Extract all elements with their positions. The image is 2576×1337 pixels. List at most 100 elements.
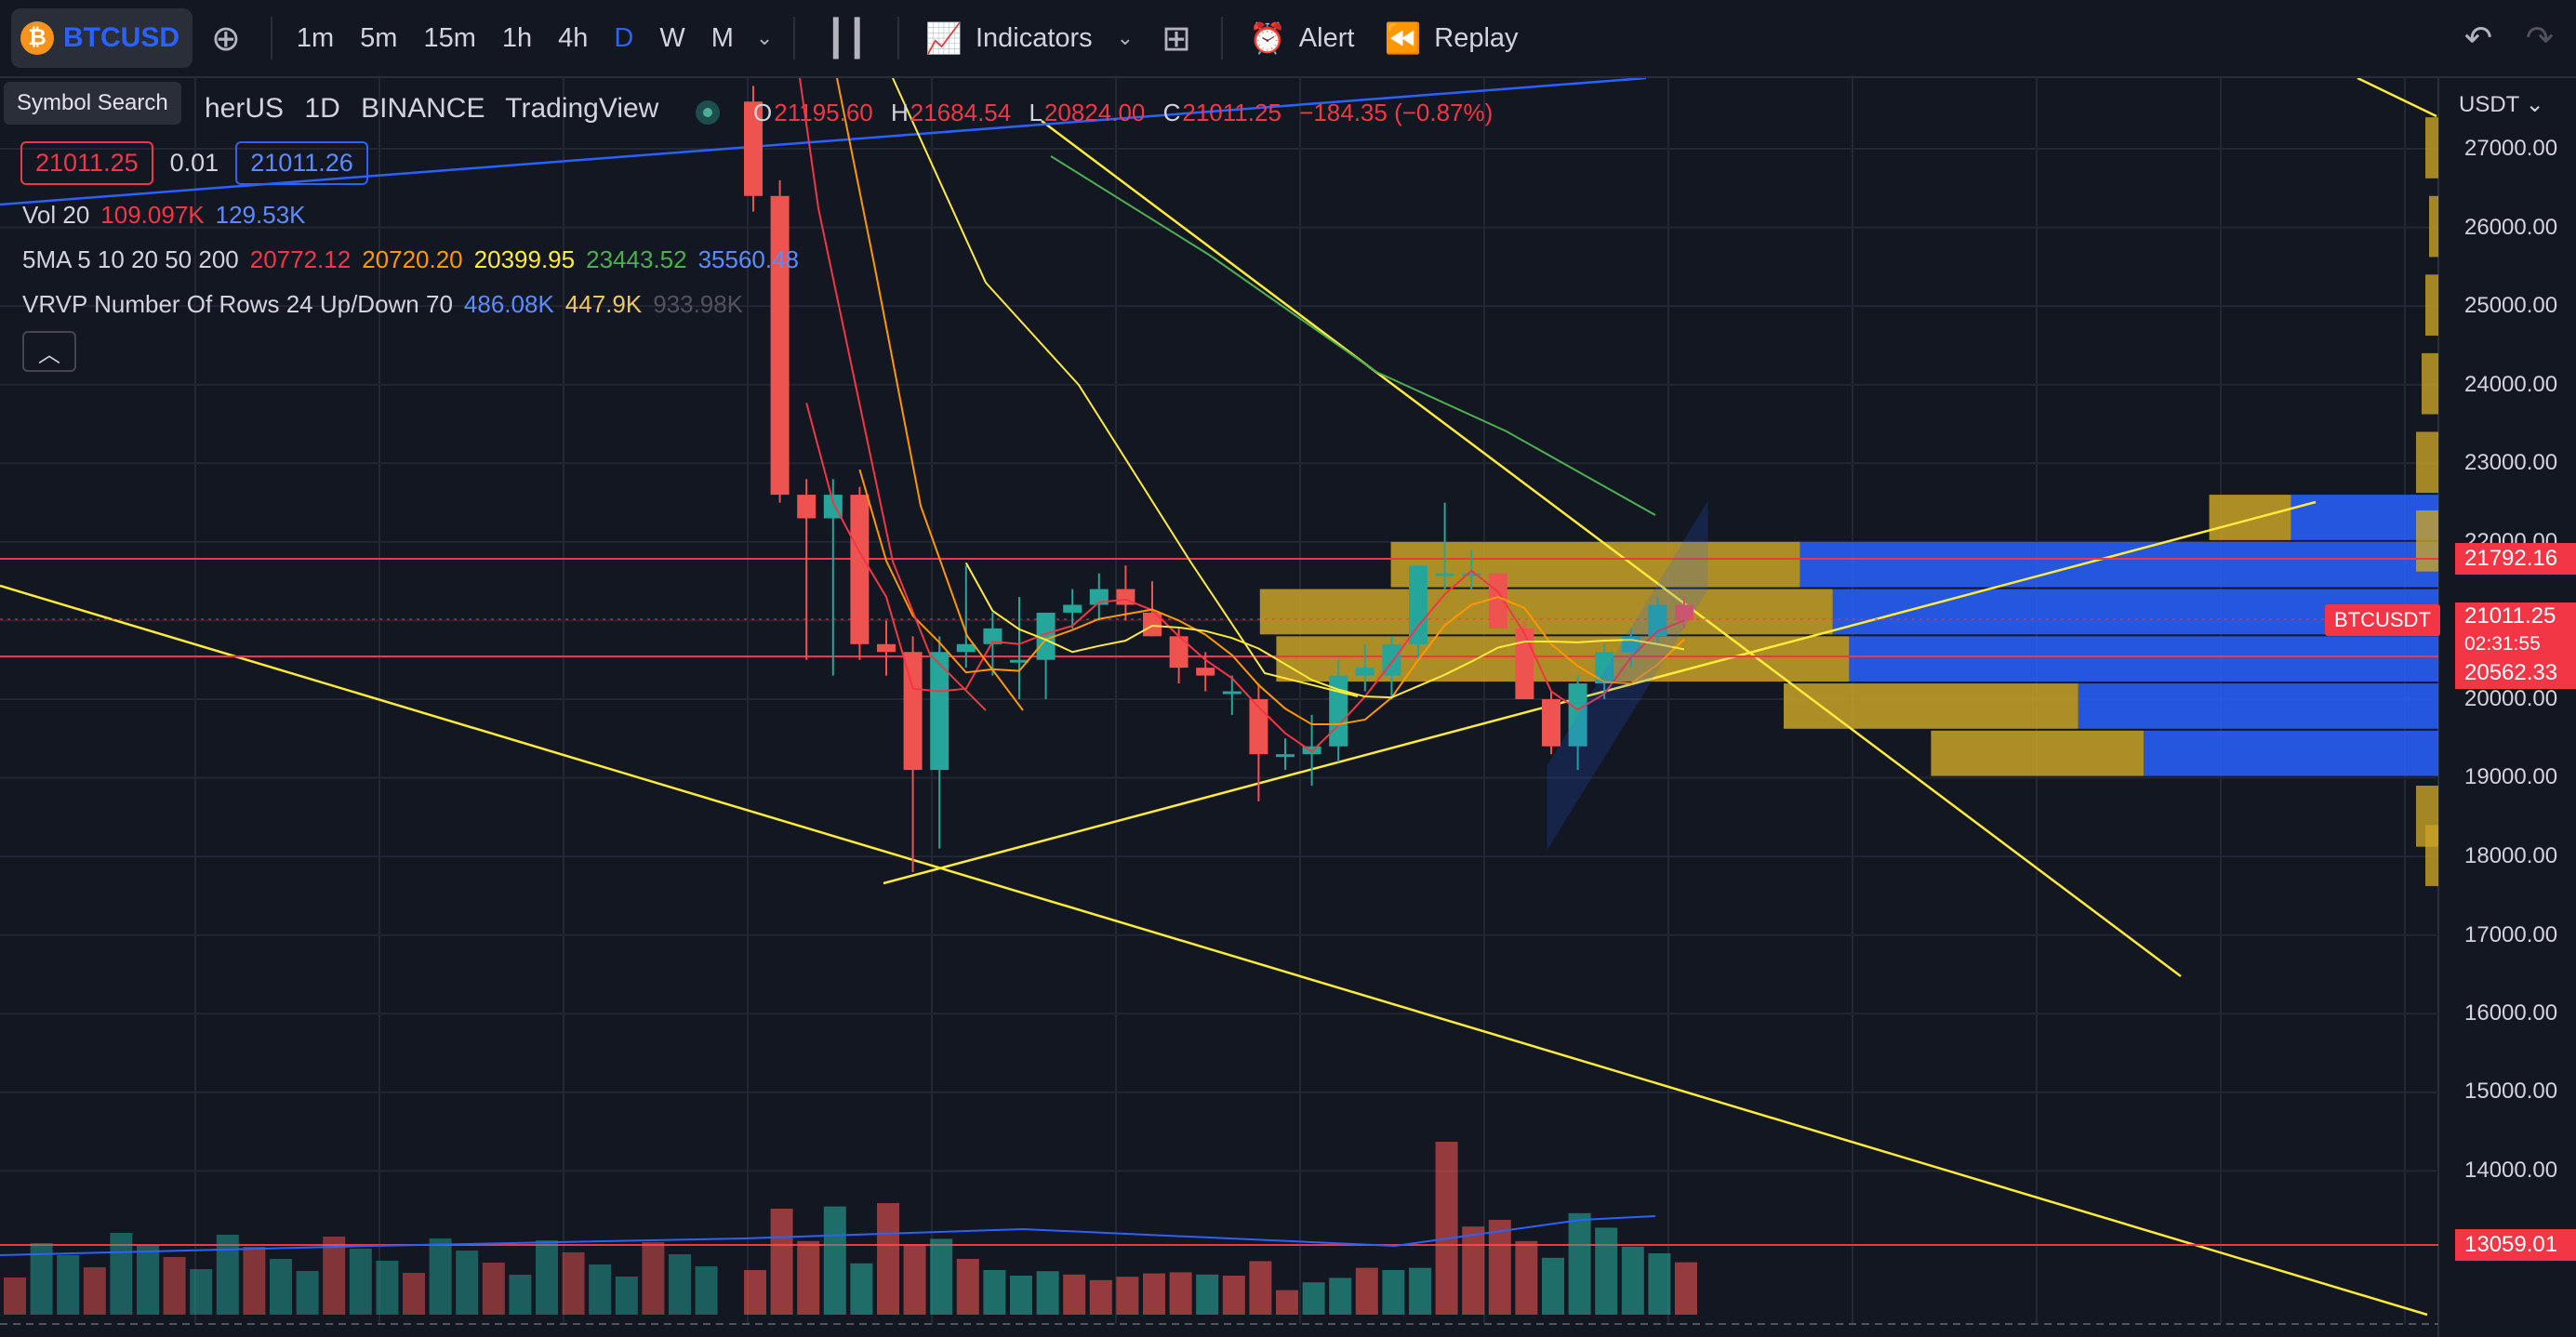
volume-bar	[190, 1269, 213, 1315]
candle-body	[850, 495, 870, 644]
candle-body	[877, 643, 896, 653]
candle-body	[1276, 754, 1295, 758]
timeframe-m[interactable]: M	[710, 22, 734, 53]
symbol-search-button[interactable]: ₿ BTCUSD	[11, 8, 193, 68]
volume-bar	[456, 1251, 479, 1315]
vrvp-row-down	[1390, 541, 1800, 588]
indicators-dropdown-chevron-icon[interactable]: ⌄	[1116, 26, 1135, 49]
volume-bar	[1010, 1276, 1032, 1315]
volume-bar	[216, 1235, 239, 1315]
trend-line-resistance	[1041, 120, 2182, 977]
timeframe-w[interactable]: W	[659, 22, 685, 53]
candle-body	[1222, 691, 1242, 695]
currency-selector[interactable]: USDT ⌄	[2459, 92, 2544, 117]
undo-icon[interactable]: ↶	[2463, 19, 2492, 57]
timeframe-5m[interactable]: 5m	[360, 22, 398, 53]
replay-button[interactable]: ⏪ Replay	[1369, 20, 1533, 56]
market-status-icon[interactable]	[696, 100, 720, 125]
toolbar-divider	[270, 17, 272, 60]
symbol-price-tag: BTCUSDT	[2325, 604, 2440, 636]
ma10-line	[858, 469, 1685, 726]
layout-grid-icon[interactable]: ⊞	[1162, 19, 1191, 59]
axis-label-16000: 16000.00	[2464, 1000, 2558, 1026]
volume-bar	[137, 1245, 159, 1315]
ma50-line	[1050, 155, 1656, 516]
volume-bar	[1462, 1226, 1485, 1315]
volume-bar	[1196, 1274, 1219, 1315]
volume-bar	[349, 1249, 372, 1315]
volume-bar	[1648, 1253, 1671, 1315]
candle-body	[1675, 604, 1693, 621]
ma-drop-yellow	[892, 78, 1359, 697]
ascending-channel	[1547, 500, 1708, 851]
volume-bar	[1675, 1262, 1697, 1315]
ohlc-low: 20824.00	[1043, 99, 1146, 126]
bitcoin-icon: ₿	[20, 21, 54, 55]
volume-bar	[930, 1238, 953, 1315]
axis-label-27000: 27000.00	[2464, 136, 2558, 161]
last-price-tag: 21011.25 02:31:55	[2455, 602, 2576, 664]
volume-bar	[163, 1257, 186, 1315]
volume-bar	[695, 1266, 718, 1315]
volume-bar	[669, 1254, 691, 1315]
vrvp-strip	[2416, 510, 2438, 572]
volume-bar	[1568, 1212, 1591, 1315]
timeframe-1h[interactable]: 1h	[501, 22, 533, 53]
candle-body	[956, 643, 976, 653]
add-symbol-icon[interactable]: ⊕	[211, 19, 241, 59]
volume-bar	[1063, 1274, 1086, 1315]
spread-value: 0.01	[169, 149, 219, 177]
volume-bar	[1143, 1273, 1165, 1315]
trend-line-down	[0, 584, 2428, 1317]
volume-ma-line	[0, 1215, 1656, 1256]
collapse-legend-chevron-up-icon[interactable]: ︿	[22, 331, 76, 372]
candle-body	[1169, 636, 1188, 668]
timeframe-1m[interactable]: 1m	[296, 22, 335, 53]
redo-icon[interactable]: ↷	[2525, 19, 2554, 57]
volume-bar	[1329, 1277, 1352, 1315]
vrvp-strip	[2425, 825, 2438, 886]
volume-bar	[1435, 1142, 1458, 1315]
alert-button[interactable]: ⏰ Alert	[1234, 20, 1369, 56]
volume-bar	[296, 1271, 319, 1315]
timeframe-d[interactable]: D	[614, 22, 634, 53]
candle-body	[1249, 698, 1268, 755]
buy-price-button[interactable]: 21011.26	[235, 141, 368, 185]
volume-bar	[1116, 1277, 1139, 1315]
volume-bar	[509, 1275, 532, 1315]
candle-body	[1302, 746, 1321, 755]
vrvp-strip	[2425, 117, 2438, 179]
candle-body	[1462, 573, 1481, 576]
alarm-clock-icon: ⏰	[1248, 21, 1286, 55]
indicator-vrvp[interactable]: VRVP Number Of Rows 24 Up/Down 70 486.08K…	[22, 290, 744, 318]
volume-bar	[482, 1263, 505, 1315]
vrvp-row-down	[2209, 495, 2291, 540]
candle-style-icon[interactable]: ┃┃	[825, 19, 869, 59]
timeframe-15m[interactable]: 15m	[423, 22, 476, 53]
sell-price-button[interactable]: 21011.25	[20, 141, 153, 185]
candle-body	[797, 495, 817, 519]
volume-bar	[903, 1244, 926, 1315]
axis-label-19000: 19000.00	[2464, 764, 2558, 789]
indicators-button[interactable]: 📈 Indicators	[910, 20, 1108, 56]
candle-body	[1542, 698, 1560, 747]
indicator-volume[interactable]: Vol 20 109.097K 129.53K	[22, 201, 306, 229]
trend-line-top	[2357, 78, 2437, 118]
volume-bar	[1089, 1279, 1112, 1315]
price-tag-upper: 21792.16	[2455, 543, 2576, 575]
axis-label-26000: 26000.00	[2464, 215, 2558, 240]
candle-body	[1063, 604, 1082, 613]
timeframe-4h[interactable]: 4h	[558, 22, 589, 53]
axis-label-14000: 14000.00	[2464, 1158, 2558, 1183]
axis-label-18000: 18000.00	[2464, 843, 2558, 868]
price-tag-lower: 20562.33	[2455, 657, 2576, 689]
vrvp-row-up	[2078, 683, 2438, 729]
volume-bar	[536, 1240, 558, 1315]
volume-bar	[1249, 1261, 1272, 1315]
price-chart[interactable]	[0, 78, 2576, 1337]
candle-body	[930, 652, 949, 771]
volume-bar	[877, 1203, 899, 1315]
indicator-moving-averages[interactable]: 5MA 5 10 20 50 200 20772.12 20720.20 20399.…	[22, 245, 800, 273]
ma-drop-orange	[836, 78, 1024, 711]
timeframe-dropdown-chevron-icon[interactable]: ⌄	[755, 26, 774, 49]
